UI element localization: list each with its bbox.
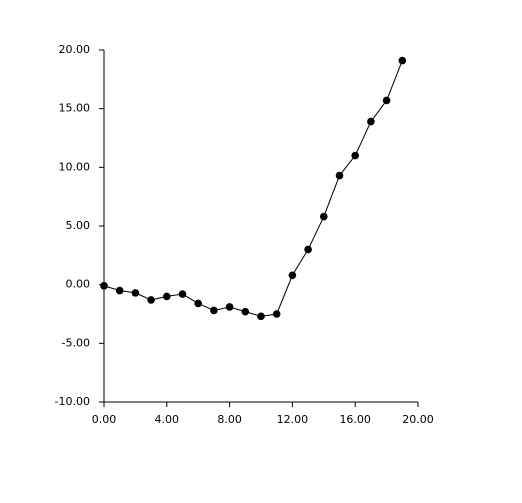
y-tick-label: 15.00 — [59, 102, 91, 115]
x-tick-label: 12.00 — [277, 413, 309, 426]
point — [351, 151, 360, 160]
x-tick-label: 0.00 — [92, 413, 117, 426]
y-tick-label: 20.00 — [59, 43, 91, 56]
point — [382, 96, 391, 105]
point — [194, 299, 202, 308]
y-tick-label: 0.00 — [66, 278, 91, 291]
point — [147, 296, 155, 304]
point — [272, 310, 281, 318]
point — [367, 117, 375, 126]
x-tick-label: 8.00 — [217, 413, 242, 426]
point — [304, 245, 312, 254]
point — [335, 171, 344, 180]
point — [131, 289, 140, 297]
y-tick-label: 5.00 — [66, 219, 91, 232]
y-tick-label: -5.00 — [62, 336, 90, 349]
y-tick-label: 10.00 — [59, 160, 91, 173]
x-tick-label: 4.00 — [155, 413, 180, 426]
point — [241, 307, 250, 316]
point — [115, 286, 124, 295]
point — [100, 282, 108, 290]
point — [320, 212, 328, 221]
point — [210, 306, 218, 315]
point — [398, 56, 407, 65]
y-tick-label: -10.00 — [55, 395, 90, 408]
point — [288, 271, 297, 280]
point — [163, 292, 171, 301]
point — [257, 312, 265, 321]
point — [178, 290, 187, 298]
line — [103, 60, 403, 317]
point — [225, 303, 234, 311]
x-tick-label: 16.00 — [339, 413, 371, 426]
x-tick-label: 20.00 — [402, 413, 434, 426]
